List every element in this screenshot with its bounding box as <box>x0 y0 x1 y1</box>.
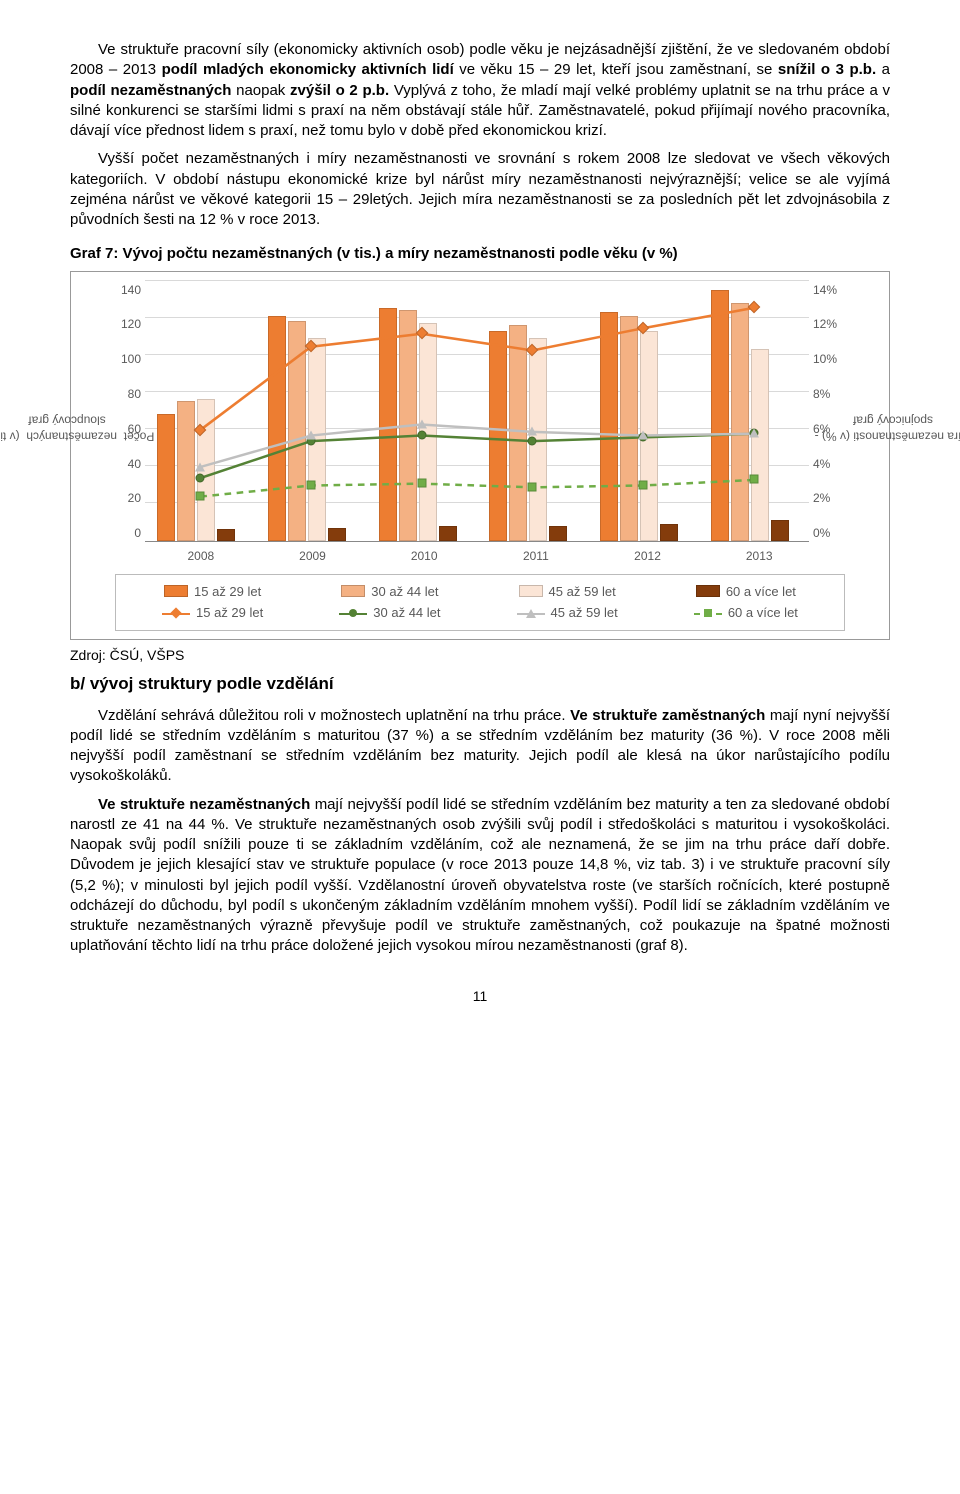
paragraph-1: Ve struktuře pracovní síly (ekonomicky a… <box>70 40 890 141</box>
legend-label: 15 až 29 let <box>196 604 263 622</box>
y-axis-right-ticks: 14%12%10%8%6%4%2%0% <box>809 282 845 542</box>
chart-marker <box>527 427 537 436</box>
chart-plot <box>145 282 809 542</box>
legend-item-bar: 60 a více let <box>696 583 796 601</box>
legend-swatch <box>519 585 543 597</box>
bar <box>268 316 286 541</box>
p1-bold-d: snížil o 3 p.b. <box>778 61 876 78</box>
p1-bold-b: podíl mladých ekonomicky aktivních lidí <box>162 61 454 78</box>
legend-label: 45 až 59 let <box>551 604 618 622</box>
bar <box>399 310 417 540</box>
bar <box>379 308 397 540</box>
legend-line-swatch <box>162 607 190 619</box>
chart-marker <box>306 431 316 440</box>
x-label: 2009 <box>257 548 369 564</box>
legend-line-swatch <box>517 607 545 619</box>
legend-label: 15 až 29 let <box>194 583 261 601</box>
bar <box>600 312 618 540</box>
chart-marker <box>417 419 427 428</box>
legend-item-line: 30 až 44 let <box>339 604 440 622</box>
bar <box>217 529 235 540</box>
legend-swatch <box>341 585 365 597</box>
p4-bold-a: Ve struktuře nezaměstnaných <box>98 796 310 813</box>
paragraph-2: Vyšší počet nezaměstnaných i míry nezamě… <box>70 149 890 230</box>
chart-marker <box>639 481 648 490</box>
p4-text-b: mají nejvyšší podíl lidé se středním vzd… <box>70 796 890 955</box>
p1-text-c: ve věku 15 – 29 let, kteří jsou zaměstna… <box>454 61 778 78</box>
legend-label: 30 až 44 let <box>371 583 438 601</box>
bar <box>489 331 507 541</box>
p1-text-g: naopak <box>231 82 290 99</box>
legend-label: 60 a více let <box>728 604 798 622</box>
chart-marker <box>196 492 205 501</box>
x-label: 2011 <box>480 548 592 564</box>
bar <box>731 303 749 541</box>
chart-marker <box>749 475 758 484</box>
bar <box>288 321 306 540</box>
legend-item-bar: 30 až 44 let <box>341 583 438 601</box>
bar-group <box>268 316 346 541</box>
legend-item-line: 60 a více let <box>694 604 798 622</box>
bar <box>157 414 175 540</box>
bar <box>711 290 729 541</box>
y-axis-left-ticks: 140120100806040200 <box>115 282 145 542</box>
chart-title: Graf 7: Vývoj počtu nezaměstnaných (v ti… <box>70 244 890 264</box>
p3-bold-b: Ve struktuře zaměstnaných <box>570 707 765 724</box>
p3-text-a: Vzdělání sehrává důležitou roli v možnos… <box>98 707 570 724</box>
chart-marker <box>307 481 316 490</box>
legend-line-swatch <box>339 607 367 619</box>
chart-marker <box>417 431 426 440</box>
x-label: 2012 <box>592 548 704 564</box>
bar <box>177 401 195 540</box>
bar <box>771 520 789 540</box>
chart-area: 140120100806040200 14%12%10%8%6%4%2%0% <box>115 282 845 542</box>
chart-marker <box>749 429 759 438</box>
legend-label: 45 až 59 let <box>549 583 616 601</box>
legend-item-line: 45 až 59 let <box>517 604 618 622</box>
x-label: 2008 <box>145 548 257 564</box>
bar <box>660 524 678 541</box>
legend-label: 60 a více let <box>726 583 796 601</box>
p1-text-e: a <box>876 61 890 78</box>
bar <box>620 316 638 541</box>
paragraph-4: Ve struktuře nezaměstnaných mají nejvyšš… <box>70 795 890 957</box>
bar <box>328 528 346 541</box>
chart-marker <box>195 462 205 471</box>
bar <box>439 526 457 541</box>
legend-item-bar: 45 až 59 let <box>519 583 616 601</box>
legend-item-line: 15 až 29 let <box>162 604 263 622</box>
chart-legend: 15 až 29 let 30 až 44 let 45 až 59 let 60 a… <box>115 574 845 631</box>
chart-marker <box>196 473 205 482</box>
chart-marker <box>417 479 426 488</box>
paragraph-3: Vzdělání sehrává důležitou roli v možnos… <box>70 706 890 787</box>
x-axis-labels: 200820092010201120122013 <box>145 542 815 564</box>
p1-bold-h: zvýšil o 2 p.b. <box>290 82 389 99</box>
legend-swatch <box>696 585 720 597</box>
legend-label: 30 až 44 let <box>373 604 440 622</box>
bar-group <box>711 290 789 541</box>
legend-line-swatch <box>694 607 722 619</box>
x-label: 2010 <box>368 548 480 564</box>
chart-container: Počet nezaměstnaných (v tis.) - sloupcov… <box>70 271 890 640</box>
bar-group <box>600 312 678 540</box>
bar <box>549 526 567 541</box>
legend-swatch <box>164 585 188 597</box>
x-label: 2013 <box>703 548 815 564</box>
chart-marker <box>528 436 537 445</box>
chart-marker <box>638 431 648 440</box>
section-b-title: b/ vývoj struktury podle vzdělání <box>70 673 890 696</box>
bar <box>751 349 769 540</box>
legend-row-bars: 15 až 29 let 30 až 44 let 45 až 59 let 60 a… <box>124 581 836 603</box>
legend-row-lines: 15 až 29 let 30 až 44 let 45 až 59 let 60 a… <box>124 602 836 624</box>
chart-source: Zdroj: ČSÚ, VŠPS <box>70 646 890 665</box>
bar <box>509 325 527 540</box>
page-number: 11 <box>70 987 890 1006</box>
legend-item-bar: 15 až 29 let <box>164 583 261 601</box>
chart-marker <box>528 482 537 491</box>
p1-bold-f: podíl nezaměstnaných <box>70 82 231 99</box>
